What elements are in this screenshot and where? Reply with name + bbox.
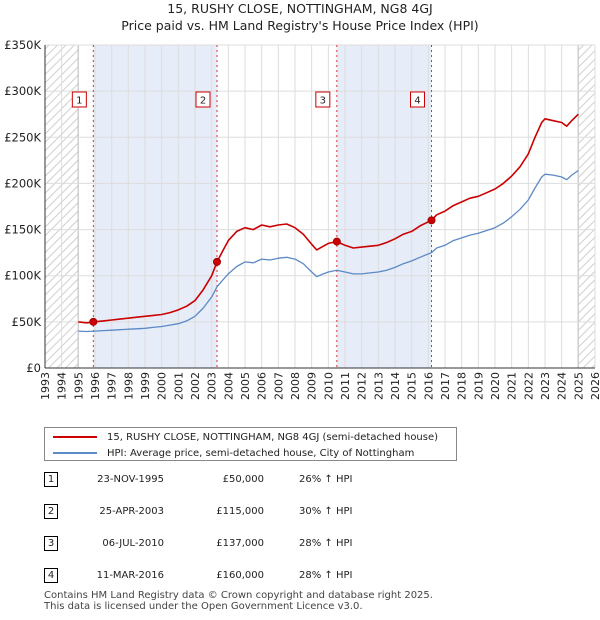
x-tick-label: 2011 (339, 372, 352, 400)
legend-label-hpi: HPI: Average price, semi-detached house,… (107, 447, 415, 459)
sale-label-1: 1 (76, 96, 82, 107)
footer: Contains HM Land Registry data © Crown c… (44, 590, 433, 612)
table-row: 3 06-JUL-2010 £137,000 28% ↑ HPI (44, 534, 464, 554)
x-tick-label: 2025 (572, 372, 585, 400)
sale-label-box-4 (410, 91, 425, 108)
x-tick-label: 2017 (439, 372, 452, 400)
sale-point-4 (427, 216, 436, 225)
y-tick-label: £0 (26, 361, 41, 375)
row-hpi: 28% ↑ HPI (299, 538, 353, 549)
table-row: 4 11-MAR-2016 £160,000 28% ↑ HPI (44, 566, 464, 586)
x-tick-label: 2009 (306, 372, 319, 400)
footer-line-2: This data is licensed under the Open Gov… (44, 601, 363, 612)
x-tick-label: 1997 (106, 372, 119, 400)
y-tick-label: £100K (4, 269, 41, 283)
x-tick-label: 2010 (322, 372, 335, 400)
legend-swatch-hpi (53, 452, 97, 454)
x-tick-label: 2012 (356, 372, 369, 400)
x-tick-label: 2007 (272, 372, 285, 400)
x-tick-label: 2016 (422, 372, 435, 400)
x-tick-label: 2019 (472, 372, 485, 400)
hatched-range-1 (578, 45, 595, 368)
x-tick-label: 2015 (406, 372, 419, 400)
row-hpi: 28% ↑ HPI (299, 570, 353, 581)
y-tick-label: £50K (12, 315, 42, 329)
x-tick-label: 2026 (589, 372, 600, 400)
row-price: £115,000 (216, 506, 264, 517)
x-tick-label: 1994 (56, 372, 69, 400)
x-tick-label: 2008 (289, 372, 302, 400)
row-hpi: 26% ↑ HPI (299, 474, 353, 485)
row-price: £137,000 (216, 538, 264, 549)
y-tick-label: £150K (4, 223, 41, 237)
x-tick-label: 2024 (556, 372, 569, 400)
sale-point-2 (212, 257, 221, 266)
sale-label-box-3 (315, 91, 331, 108)
sale-label-4: 4 (414, 96, 420, 107)
x-tick-label: 1993 (39, 372, 52, 400)
y-tick-label: £250K (4, 130, 41, 144)
footer-line-1: Contains HM Land Registry data © Crown c… (44, 590, 433, 601)
title-line-1: 15, RUSHY CLOSE, NOTTINGHAM, NG8 4GJ (167, 1, 433, 16)
y-tick-label: £350K (4, 38, 41, 52)
chart-title: 15, RUSHY CLOSE, NOTTINGHAM, NG8 4GJ Pri… (0, 0, 600, 34)
sale-point-1 (89, 317, 98, 326)
table-row: 1 23-NOV-1995 £50,000 26% ↑ HPI (44, 470, 464, 490)
series-line-property (78, 113, 579, 324)
x-tick-label: 2022 (522, 372, 535, 400)
x-tick-label: 1995 (72, 372, 85, 400)
legend-item-hpi: HPI: Average price, semi-detached house,… (53, 445, 414, 461)
x-tick-label: 2005 (239, 372, 252, 400)
row-price: £160,000 (216, 570, 264, 581)
x-tick-label: 2014 (389, 372, 402, 400)
row-date: 11-MAR-2016 (96, 570, 164, 581)
sale-label-box-1 (71, 91, 87, 108)
legend-swatch-property (53, 436, 97, 438)
row-hpi: 30% ↑ HPI (299, 506, 353, 517)
row-date: 06-JUL-2010 (102, 538, 164, 549)
sale-point-3 (332, 237, 341, 246)
row-date: 23-NOV-1995 (97, 474, 164, 485)
x-tick-label: 2020 (489, 372, 502, 400)
sale-label-3: 3 (320, 96, 326, 107)
row-number-badge: 3 (44, 536, 58, 551)
row-price: £50,000 (222, 474, 264, 485)
row-number-badge: 1 (44, 472, 58, 487)
x-tick-label: 2023 (539, 372, 552, 400)
x-tick-label: 2002 (189, 372, 202, 400)
legend-label-property: 15, RUSHY CLOSE, NOTTINGHAM, NG8 4GJ (se… (107, 431, 439, 443)
price-chart: 1 2 3 4 £0 £50K £100K £150K £200K £250K £300K £350… (4, 38, 600, 400)
x-tick-label: 2018 (456, 372, 469, 400)
x-tick-label: 1999 (139, 372, 152, 400)
sale-label-2: 2 (200, 96, 206, 107)
row-number-badge: 4 (44, 568, 58, 583)
x-tick-label: 2021 (506, 372, 519, 400)
y-tick-label: £300K (4, 84, 41, 98)
sale-label-box-2 (195, 91, 211, 108)
row-number-badge: 2 (44, 504, 58, 519)
table-row: 2 25-APR-2003 £115,000 30% ↑ HPI (44, 502, 464, 522)
x-tick-label: 2000 (156, 372, 169, 400)
x-tick-label: 1998 (122, 372, 135, 400)
y-tick-label: £200K (4, 176, 41, 190)
x-tick-label: 1996 (89, 372, 102, 400)
x-tick-label: 2006 (256, 372, 269, 400)
x-tick-label: 2003 (206, 372, 219, 400)
title-line-2: Price paid vs. HM Land Registry's House … (121, 18, 479, 33)
legend-item-property: 15, RUSHY CLOSE, NOTTINGHAM, NG8 4GJ (se… (53, 429, 438, 445)
legend: 15, RUSHY CLOSE, NOTTINGHAM, NG8 4GJ (se… (44, 427, 457, 461)
x-tick-label: 2001 (172, 372, 185, 400)
row-date: 25-APR-2003 (99, 506, 164, 517)
x-tick-label: 2013 (372, 372, 385, 400)
x-tick-label: 2004 (222, 372, 235, 400)
series-line-hpi (78, 169, 579, 333)
